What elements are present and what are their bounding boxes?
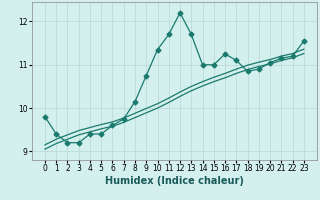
X-axis label: Humidex (Indice chaleur): Humidex (Indice chaleur) (105, 176, 244, 186)
